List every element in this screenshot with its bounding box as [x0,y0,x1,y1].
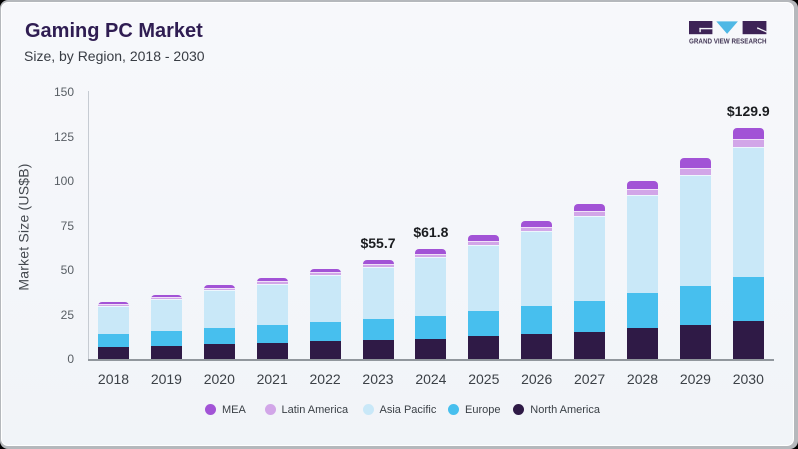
svg-text:GRAND VIEW RESEARCH: GRAND VIEW RESEARCH [689,37,767,46]
